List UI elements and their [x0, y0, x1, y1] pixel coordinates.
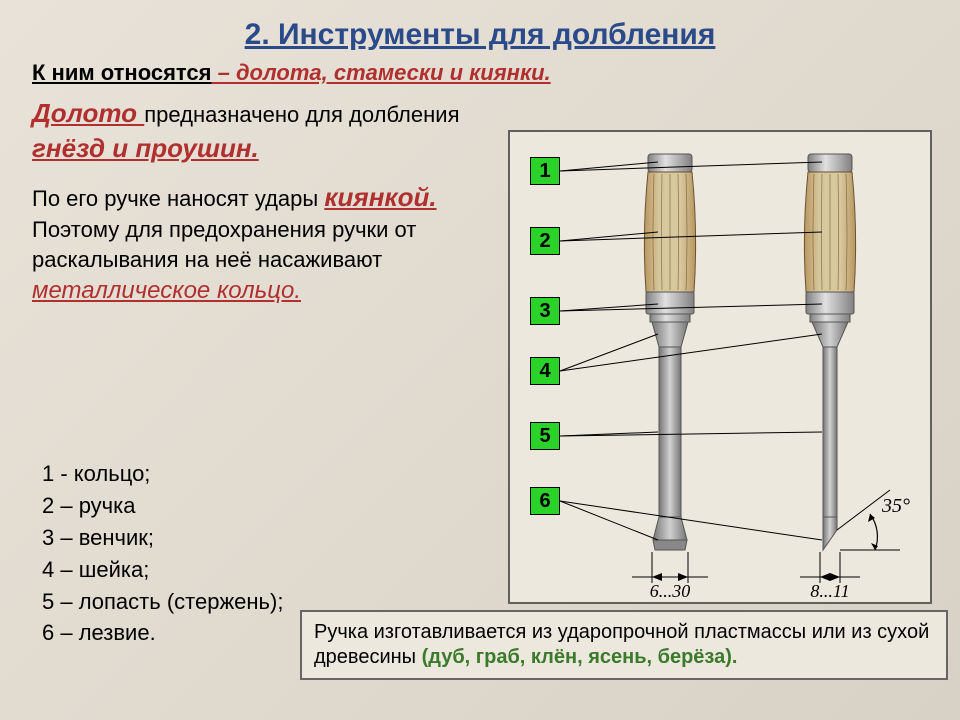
p1-txt1: предназначено для долбления	[144, 102, 459, 127]
subtitle-black: К ним относятся	[32, 60, 211, 85]
legend-1: 1 - кольцо;	[42, 458, 283, 490]
p1-red1: Долото	[32, 98, 144, 128]
subtitle: К ним относятся – долота, стамески и кия…	[0, 60, 960, 86]
label-2: 2	[530, 227, 560, 255]
footer-box: Ручка изготавливается из ударопрочной пл…	[300, 610, 948, 680]
p2-red1: киянкой.	[324, 182, 436, 212]
p2-txt1: По его ручке наносят удары	[32, 186, 324, 211]
label-5: 5	[530, 422, 560, 450]
p1-red2: гнёзд и проушин.	[32, 133, 259, 163]
label-4: 4	[530, 357, 560, 385]
legend-4: 4 – шейка;	[42, 554, 283, 586]
svg-text:6...30: 6...30	[650, 581, 691, 601]
label-3: 3	[530, 297, 560, 325]
legend-5: 5 – лопасть (стержень);	[42, 586, 283, 618]
label-6: 6	[530, 487, 560, 515]
legend-6: 6 – лезвие.	[42, 617, 283, 649]
legend-2: 2 – ручка	[42, 490, 283, 522]
paragraph-1: Долото предназначено для долбления гнёзд…	[0, 96, 492, 166]
svg-text:35°: 35°	[881, 495, 910, 517]
svg-text:8...11: 8...11	[810, 581, 849, 601]
page-title: 2. Инструменты для долбления	[0, 0, 960, 52]
p2-txt2: Поэтому для предохранения ручки от раска…	[32, 217, 416, 272]
label-1: 1	[530, 157, 560, 185]
legend-3: 3 – венчик;	[42, 522, 283, 554]
diagram: 35° 6...30 8...11 1 2 3 4 5 6	[508, 130, 932, 604]
paragraph-2: По его ручке наносят удары киянкой. Поэт…	[0, 180, 492, 307]
footer-green: (дуб, граб, клён, ясень, берёза).	[422, 646, 738, 668]
p2-red2: металлическое кольцо.	[32, 277, 301, 304]
subtitle-red: – долота, стамески и киянки.	[211, 60, 550, 85]
legend: 1 - кольцо; 2 – ручка 3 – венчик; 4 – ше…	[42, 458, 283, 649]
diagram-svg: 35° 6...30 8...11	[510, 132, 930, 602]
